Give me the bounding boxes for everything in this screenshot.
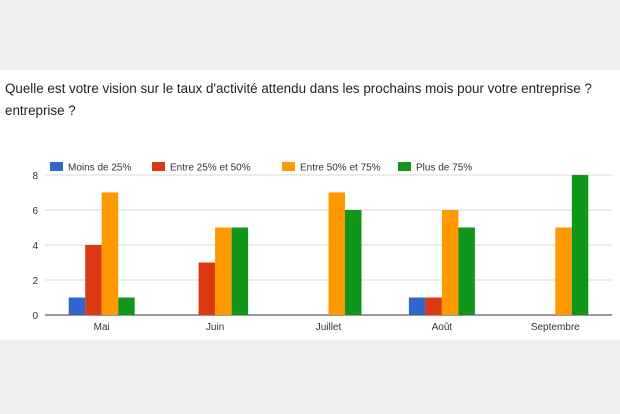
bar <box>215 227 232 315</box>
bar <box>408 297 426 315</box>
legend-label: Entre 25% et 50% <box>170 163 251 174</box>
legend-swatch <box>152 162 165 171</box>
bar <box>101 192 119 315</box>
legend-label: Plus de 75% <box>416 163 472 174</box>
y-tick-label: 6 <box>32 206 38 217</box>
bar <box>441 210 459 315</box>
x-axis-labels: Mai Juin Juillet Août Septembre <box>94 322 581 333</box>
y-tick-label: 8 <box>32 171 38 182</box>
chart-legend: Moins de 25% Entre 25% et 50% Entre 50% et… <box>50 162 472 174</box>
chart-title: Quelle est votre vision sur le taux d'ac… <box>5 78 617 122</box>
bar <box>555 227 572 315</box>
x-tick-label: Août <box>432 322 453 333</box>
bar <box>328 192 345 315</box>
x-tick-label: Juillet <box>316 322 342 333</box>
legend-label: Moins de 25% <box>68 163 131 174</box>
y-tick-label: 4 <box>32 241 38 252</box>
chart-title-line-2: entreprise ? <box>5 103 76 118</box>
x-tick-label: Septembre <box>531 322 580 333</box>
bar <box>425 297 442 315</box>
bar <box>571 175 589 315</box>
legend-swatch <box>50 162 63 171</box>
x-tick-label: Juin <box>206 322 224 333</box>
y-axis-ticks: 0 2 4 6 8 <box>32 171 38 322</box>
bar <box>231 227 249 315</box>
chart-bars <box>68 175 589 315</box>
bar <box>458 227 475 315</box>
bar <box>198 262 216 315</box>
y-tick-label: 0 <box>32 311 38 322</box>
legend-label: Entre 50% et 75% <box>300 163 381 174</box>
bar <box>345 210 362 315</box>
y-tick-label: 2 <box>32 276 38 287</box>
bar <box>85 245 102 315</box>
legend-swatch <box>398 162 411 171</box>
x-tick-label: Mai <box>94 322 110 333</box>
legend-swatch <box>282 162 295 171</box>
chart-title-line-1: Quelle est votre vision sur le taux d'ac… <box>5 81 592 96</box>
bar <box>118 297 135 315</box>
bar <box>68 297 86 315</box>
